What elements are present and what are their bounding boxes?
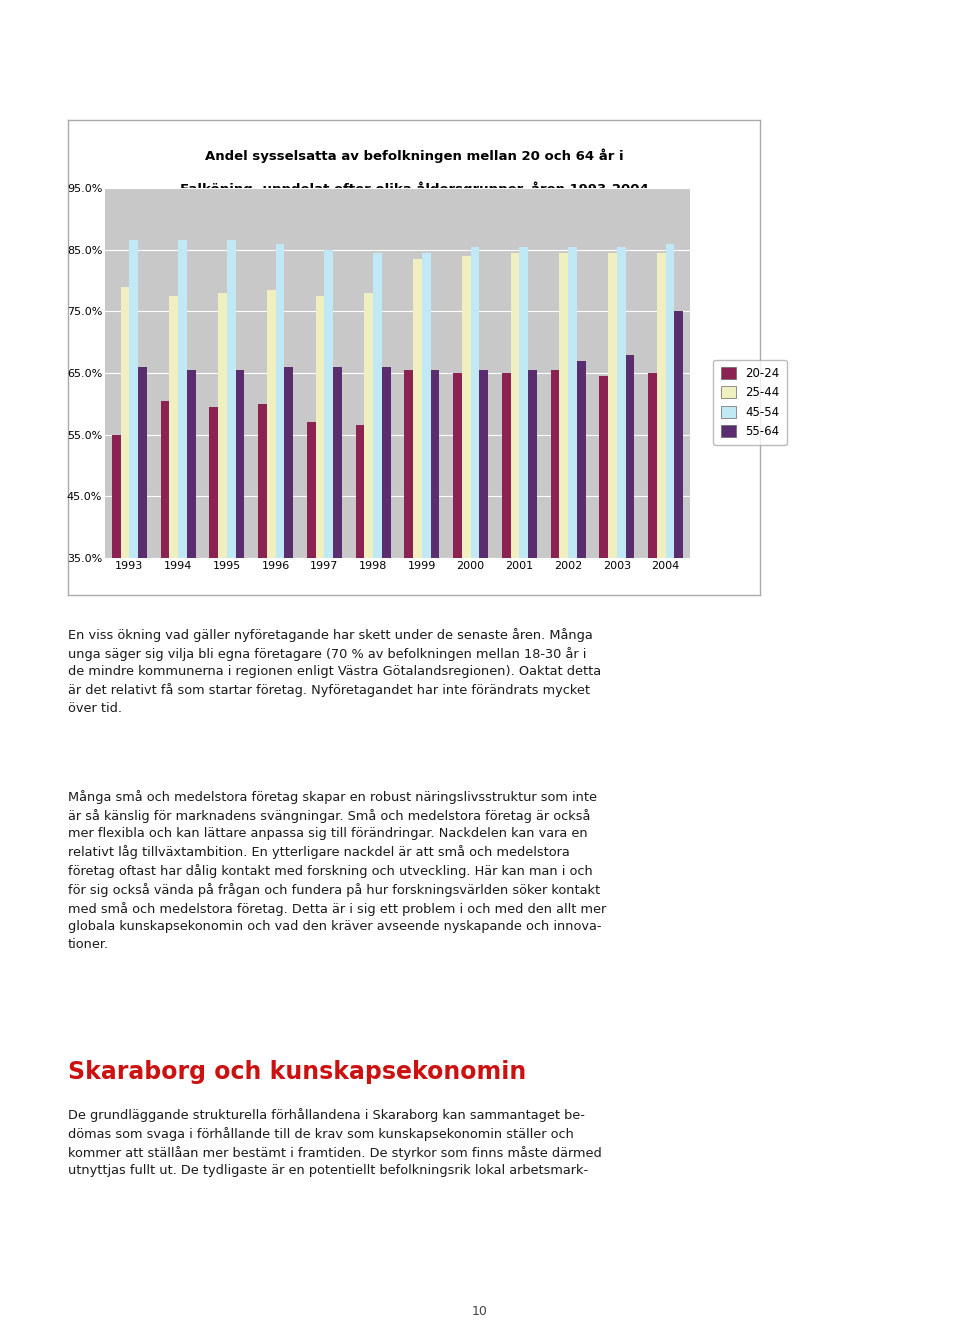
Bar <box>421 253 431 773</box>
Bar <box>453 373 462 773</box>
Bar <box>568 246 577 773</box>
Text: Andel sysselsatta av befolkningen mellan 20 och 64 år i: Andel sysselsatta av befolkningen mellan… <box>204 148 623 163</box>
Bar <box>431 369 440 773</box>
Bar <box>617 246 626 773</box>
Bar <box>502 373 511 773</box>
Bar <box>111 434 121 773</box>
Bar <box>528 369 537 773</box>
Bar <box>187 369 196 773</box>
Bar <box>665 244 674 773</box>
Bar <box>169 297 179 773</box>
Bar <box>218 293 227 773</box>
Bar <box>138 367 147 773</box>
Bar <box>333 367 342 773</box>
Legend: 20-24, 25-44, 45-54, 55-64: 20-24, 25-44, 45-54, 55-64 <box>713 360 786 445</box>
Bar <box>404 369 413 773</box>
Text: De grundläggande strukturella förhållandena i Skaraborg kan sammantaget be-
döma: De grundläggande strukturella förhålland… <box>68 1108 602 1177</box>
Bar <box>324 250 333 773</box>
Bar <box>560 253 568 773</box>
Bar <box>413 260 421 773</box>
Bar <box>599 376 608 773</box>
Bar <box>267 290 276 773</box>
Bar <box>470 246 479 773</box>
Bar <box>382 367 391 773</box>
Bar <box>355 425 365 773</box>
Bar <box>626 355 635 773</box>
Text: Många små och medelstora företag skapar en robust näringslivsstruktur som inte
ä: Många små och medelstora företag skapar … <box>68 790 607 951</box>
Bar <box>648 373 657 773</box>
Bar <box>284 367 293 773</box>
Bar <box>462 256 470 773</box>
Bar <box>365 293 373 773</box>
Bar <box>130 241 138 773</box>
Bar <box>121 287 130 773</box>
Bar <box>227 241 235 773</box>
Text: 10: 10 <box>472 1305 488 1317</box>
Bar <box>373 253 382 773</box>
Text: Falköping, uppdelat efter olika åldersgrupper, åren 1993-2004: Falköping, uppdelat efter olika åldersgr… <box>180 181 648 196</box>
Bar <box>511 253 519 773</box>
Text: Strategi för näringsliv och tillväxt: Strategi för näringsliv och tillväxt <box>608 28 926 46</box>
Bar <box>209 406 218 773</box>
Bar <box>674 311 684 773</box>
Bar <box>479 369 489 773</box>
Bar <box>316 297 324 773</box>
Bar <box>160 401 169 773</box>
Bar <box>551 369 560 773</box>
Bar <box>519 246 528 773</box>
Bar <box>235 369 245 773</box>
Bar <box>258 404 267 773</box>
Bar <box>577 360 586 773</box>
Bar <box>276 244 284 773</box>
Bar <box>608 253 617 773</box>
Bar <box>179 241 187 773</box>
Bar <box>307 422 316 773</box>
Text: Skaraborg och kunskapsekonomin: Skaraborg och kunskapsekonomin <box>68 1061 526 1084</box>
Bar <box>657 253 665 773</box>
Text: En viss ökning vad gäller nyföretagande har skett under de senaste åren. Många
u: En viss ökning vad gäller nyföretagande … <box>68 628 601 715</box>
